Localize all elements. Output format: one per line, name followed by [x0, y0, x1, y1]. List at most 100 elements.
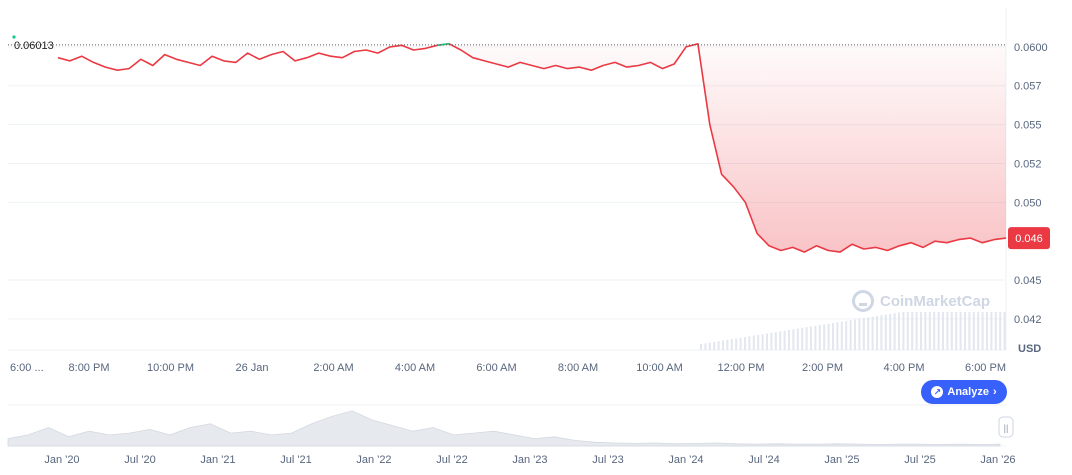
chevron-right-icon: ›: [992, 386, 997, 398]
overview-x-tick-label: Jul '24: [748, 454, 779, 466]
volume-bar: [779, 331, 782, 350]
y-tick-label: 0.0600: [1014, 42, 1048, 54]
overview-scroll-handle[interactable]: [998, 416, 1014, 438]
volume-bar: [700, 344, 702, 350]
overview-x-tick-label: Jan '25: [824, 454, 859, 466]
reference-label: 0.06013: [14, 40, 54, 52]
overview-x-tick-label: Jan '26: [980, 454, 1015, 466]
y-axis: 0.0600 0.057 0.055 0.052 0.050 0.045 0.042 USD: [1014, 42, 1048, 355]
current-price-label: 0.046: [1015, 233, 1043, 245]
volume-bar: [876, 316, 878, 350]
volume-bar: [849, 320, 852, 350]
volume-bar: [924, 312, 927, 350]
currency-label: USD: [1018, 343, 1041, 355]
volume-bar: [898, 312, 900, 350]
analyze-icon: ↗: [931, 386, 944, 398]
volume-bar: [722, 340, 724, 350]
watermark-text: CoinMarketCap: [880, 292, 991, 310]
volume-bar: [858, 318, 861, 350]
analyze-button-label: Analyze: [947, 386, 989, 398]
x-tick-label: 8:00 PM: [69, 362, 110, 374]
volume-bar: [867, 317, 870, 350]
volume-bar: [774, 332, 777, 350]
x-tick-label: 4:00 AM: [395, 362, 435, 374]
volume-bar: [796, 328, 799, 350]
volume-bar: [990, 312, 993, 350]
overview-x-tick-label: Jul '21: [280, 454, 311, 466]
reference-line: 0.06013 0.046: [8, 40, 1050, 250]
y-tick-label: 0.055: [1014, 120, 1042, 132]
y-tick-label: 0.050: [1014, 197, 1042, 209]
x-tick-label: 6:00 ...: [10, 362, 44, 374]
y-tick-label: 0.052: [1014, 158, 1042, 170]
x-tick-label: 2:00 PM: [802, 362, 843, 374]
volume-bar: [1003, 312, 1006, 350]
volume-bar: [805, 327, 808, 350]
volume-bar: [920, 312, 922, 350]
overview-x-tick-label: Jul '22: [436, 454, 467, 466]
volume-bar: [950, 312, 953, 350]
x-tick-label: 4:00 PM: [884, 362, 925, 374]
volume-bar: [902, 312, 905, 350]
volume-bar: [766, 333, 768, 350]
volume-bar: [854, 319, 856, 350]
x-tick-label: 2:00 AM: [313, 362, 353, 374]
volume-bar: [752, 335, 755, 350]
volume-bar: [832, 323, 834, 350]
y-tick-label: 0.057: [1014, 81, 1042, 93]
volume-bar: [726, 339, 729, 350]
volume-bar: [818, 325, 821, 350]
volume-bar: [946, 312, 949, 350]
volume-bar: [880, 315, 883, 350]
overview-area: [7, 410, 1001, 447]
volume-bar: [739, 337, 742, 350]
overview-x-tick-label: Jan '21: [200, 454, 235, 466]
volume-bar: [999, 312, 1002, 350]
coinmarketcap-logo-icon: [852, 290, 874, 312]
volume-bar: [783, 330, 786, 350]
analyze-button[interactable]: ↗ Analyze ›: [921, 380, 1007, 404]
x-tick-label: 6:00 AM: [476, 362, 516, 374]
x-tick-label: 26 Jan: [235, 362, 268, 374]
overview-x-tick-label: Jul '25: [904, 454, 935, 466]
volume-bar: [981, 312, 984, 350]
volume-bar: [730, 339, 733, 350]
volume-bar: [977, 312, 980, 350]
overview-navigator[interactable]: Jan '20 Jul '20 Jan '21 Jul '21 Jan '22 Jul '…: [7, 410, 1016, 466]
volume-bar: [986, 312, 988, 350]
volume-bar: [906, 312, 909, 350]
volume-bar: [823, 324, 826, 350]
volume-bar: [761, 334, 764, 350]
volume-bar: [788, 330, 790, 350]
volume-bar: [840, 321, 843, 350]
volume-bar: [757, 334, 760, 350]
volume-bar: [814, 325, 817, 350]
volume-bar: [713, 341, 716, 350]
volume-bars: [700, 312, 1006, 350]
volume-bar: [911, 312, 914, 350]
x-tick-label: 10:00 PM: [147, 362, 194, 374]
volume-bar: [862, 318, 865, 350]
volume-bar: [770, 332, 773, 350]
x-axis: 6:00 ... 8:00 PM 10:00 PM 26 Jan 2:00 AM 4:00…: [10, 362, 1006, 374]
volume-bar: [744, 337, 746, 350]
overview-x-tick-label: Jul '23: [592, 454, 623, 466]
x-tick-label: 12:00 PM: [717, 362, 764, 374]
volume-bar: [735, 338, 738, 350]
volume-bar: [708, 342, 711, 350]
volume-bar: [928, 312, 931, 350]
overview-x-tick-label: Jan '23: [512, 454, 547, 466]
volume-bar: [871, 316, 874, 350]
overview-x-tick-label: Jan '22: [356, 454, 391, 466]
price-series-line: [57, 43, 1007, 253]
volume-bar: [827, 323, 830, 350]
x-tick-label: 6:00 PM: [965, 362, 1006, 374]
loss-fill: [449, 43, 1006, 253]
x-tick-label: 10:00 AM: [636, 362, 682, 374]
volume-bar: [748, 336, 751, 350]
volume-bar: [810, 326, 812, 350]
y-tick-label: 0.045: [1014, 275, 1042, 287]
volume-bar: [942, 312, 944, 350]
volume-bar: [933, 312, 936, 350]
